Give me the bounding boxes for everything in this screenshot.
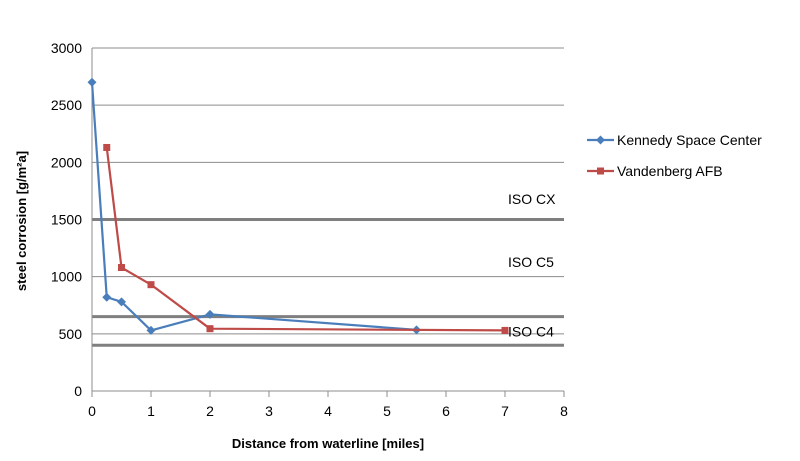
y-tick-label: 2500 xyxy=(51,97,82,113)
iso-band-label: ISO C4 xyxy=(508,324,554,340)
x-tick-label: 8 xyxy=(560,403,568,419)
data-point-square xyxy=(597,167,604,175)
data-point-square xyxy=(118,264,125,272)
axes xyxy=(91,48,565,397)
legend-item: Kennedy Space Center xyxy=(587,132,762,148)
iso-band-labels: ISO CX ISO C5 ISO C4 xyxy=(508,191,556,340)
x-tick-label: 6 xyxy=(442,403,450,419)
x-tick-label: 4 xyxy=(324,403,332,419)
y-tick-label: 3000 xyxy=(51,40,82,56)
iso-band-label: ISO C5 xyxy=(508,254,554,270)
legend-item: Vandenberg AFB xyxy=(587,163,723,179)
iso-band-label: ISO CX xyxy=(508,191,556,207)
series-2 xyxy=(103,143,509,334)
x-tick-label: 2 xyxy=(206,403,214,419)
x-tick-label: 1 xyxy=(147,403,155,419)
y-tick-label: 2000 xyxy=(51,154,82,170)
data-point-diamond xyxy=(87,77,97,87)
x-axis-title: Distance from waterline [miles] xyxy=(232,436,424,451)
series-line xyxy=(105,147,506,332)
series-layer xyxy=(87,77,509,335)
x-tick-label: 7 xyxy=(501,403,509,419)
legend-label: Kennedy Space Center xyxy=(617,132,762,148)
data-point-diamond xyxy=(596,135,605,145)
x-tick-label: 3 xyxy=(265,403,273,419)
y-tick-label: 500 xyxy=(59,326,83,342)
series-1 xyxy=(87,77,421,335)
data-point-square xyxy=(206,325,214,333)
data-point-square xyxy=(501,326,509,334)
data-point-square xyxy=(103,143,111,151)
legend: Kennedy Space Center Vandenberg AFB xyxy=(587,132,762,179)
y-tick-label: 1000 xyxy=(51,269,82,285)
y-tick-label: 1500 xyxy=(51,212,82,228)
data-point-diamond xyxy=(205,309,215,319)
data-point-diamond xyxy=(102,292,112,302)
y-axis-title: steel corrosion [g/m²a] xyxy=(14,151,29,291)
y-tick-labels: 0 500 1000 1500 2000 2500 3000 xyxy=(51,40,82,399)
data-point-square xyxy=(147,281,155,289)
x-tick-labels: 0 1 2 3 4 5 6 7 8 xyxy=(88,403,568,419)
series-line xyxy=(90,82,417,332)
iso-reference-lines xyxy=(92,218,564,347)
y-tick-label: 0 xyxy=(74,383,82,399)
data-point-diamond xyxy=(117,297,126,307)
gridlines xyxy=(92,47,564,335)
legend-label: Vandenberg AFB xyxy=(617,163,723,179)
x-tick-label: 0 xyxy=(88,403,96,419)
data-point-diamond xyxy=(146,325,156,335)
x-tick-label: 5 xyxy=(383,403,391,419)
